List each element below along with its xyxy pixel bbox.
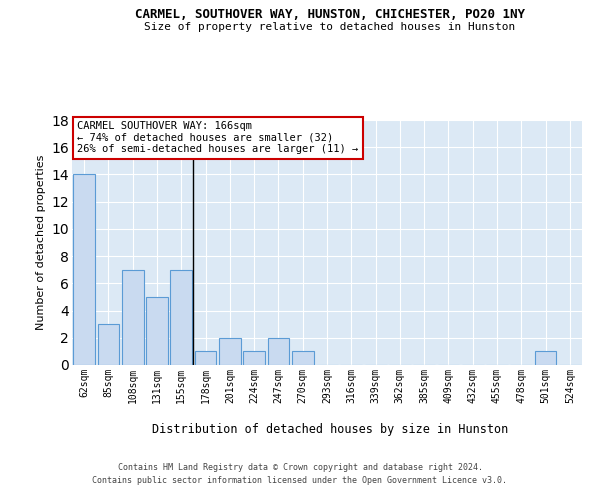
Bar xyxy=(219,338,241,365)
Text: Size of property relative to detached houses in Hunston: Size of property relative to detached ho… xyxy=(145,22,515,32)
Text: CARMEL SOUTHOVER WAY: 166sqm
← 74% of detached houses are smaller (32)
26% of se: CARMEL SOUTHOVER WAY: 166sqm ← 74% of de… xyxy=(77,121,358,154)
Bar xyxy=(122,270,143,365)
Bar xyxy=(194,352,217,365)
Bar xyxy=(535,352,556,365)
Text: CARMEL, SOUTHOVER WAY, HUNSTON, CHICHESTER, PO20 1NY: CARMEL, SOUTHOVER WAY, HUNSTON, CHICHEST… xyxy=(135,8,525,20)
Bar xyxy=(170,270,192,365)
Bar xyxy=(73,174,95,365)
Bar xyxy=(97,324,119,365)
Text: Contains public sector information licensed under the Open Government Licence v3: Contains public sector information licen… xyxy=(92,476,508,485)
Text: Contains HM Land Registry data © Crown copyright and database right 2024.: Contains HM Land Registry data © Crown c… xyxy=(118,462,482,471)
Text: Distribution of detached houses by size in Hunston: Distribution of detached houses by size … xyxy=(152,422,508,436)
Bar xyxy=(292,352,314,365)
Bar xyxy=(243,352,265,365)
Y-axis label: Number of detached properties: Number of detached properties xyxy=(36,155,46,330)
Bar xyxy=(268,338,289,365)
Bar xyxy=(146,297,168,365)
